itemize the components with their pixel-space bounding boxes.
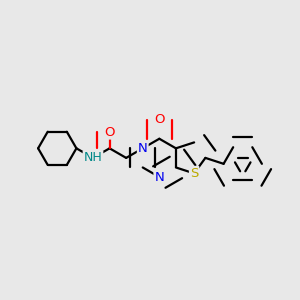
Text: O: O: [104, 125, 115, 139]
Text: N: N: [154, 170, 164, 184]
Text: N: N: [138, 142, 148, 155]
Text: O: O: [154, 113, 165, 126]
Text: S: S: [190, 167, 198, 180]
Text: NH: NH: [84, 152, 102, 164]
